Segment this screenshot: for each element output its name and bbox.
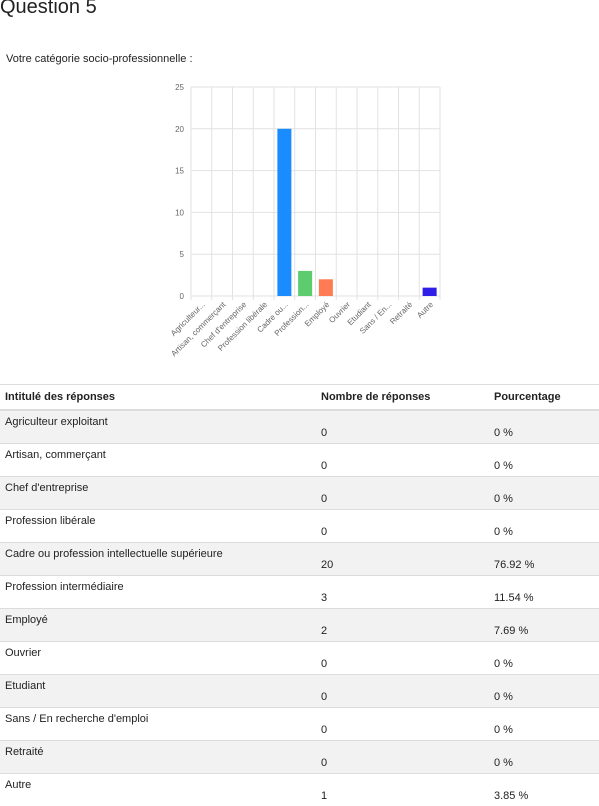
table-row: Autre 1 3.85 % <box>0 772 599 806</box>
row-count: 0 <box>316 409 489 443</box>
row-percent: 0 % <box>489 409 599 443</box>
bar <box>422 287 437 296</box>
row-label: Agriculteur exploitant <box>0 409 316 443</box>
x-tick-label: Retraité <box>388 300 415 327</box>
row-percent: 11.54 % <box>489 574 599 608</box>
row-percent: 0 % <box>489 475 599 509</box>
table-row: Agriculteur exploitant 0 0 % <box>0 409 599 443</box>
y-tick-label: 15 <box>175 167 184 176</box>
row-count: 20 <box>316 541 489 575</box>
row-percent: 76.92 % <box>489 541 599 575</box>
row-count: 0 <box>316 508 489 542</box>
row-label: Profession libérale <box>0 508 316 542</box>
row-count: 3 <box>316 574 489 608</box>
row-label: Artisan, commerçant <box>0 442 316 476</box>
header-count: Nombre de réponses <box>316 384 489 411</box>
table-row: Artisan, commerçant 0 0 % <box>0 442 599 476</box>
table-row: Profession libérale 0 0 % <box>0 508 599 542</box>
row-percent: 0 % <box>489 706 599 740</box>
y-tick-label: 0 <box>180 292 185 301</box>
table-row: Etudiant 0 0 % <box>0 673 599 707</box>
table-row: Cadre ou profession intellectuelle supér… <box>0 541 599 575</box>
y-tick-label: 20 <box>175 125 184 134</box>
row-count: 0 <box>316 475 489 509</box>
row-percent: 3.85 % <box>489 772 599 806</box>
table-row: Employé 2 7.69 % <box>0 607 599 641</box>
y-tick-label: 25 <box>175 83 184 92</box>
row-label: Retraité <box>0 739 316 773</box>
table-row: Ouvrier 0 0 % <box>0 640 599 674</box>
row-count: 1 <box>316 772 489 806</box>
table-row: Sans / En recherche d'emploi 0 0 % <box>0 706 599 740</box>
row-count: 0 <box>316 706 489 740</box>
row-label: Cadre ou profession intellectuelle supér… <box>0 541 316 575</box>
row-label: Chef d'entreprise <box>0 475 316 509</box>
table-row: Profession intermédiaire 3 11.54 % <box>0 574 599 608</box>
row-label: Profession intermédiaire <box>0 574 316 608</box>
header-percent: Pourcentage <box>489 384 599 411</box>
question-title: Question 5 <box>0 0 97 18</box>
x-tick-label: Autre <box>415 300 435 320</box>
row-count: 2 <box>316 607 489 641</box>
table-row: Chef d'entreprise 0 0 % <box>0 475 599 509</box>
row-label: Sans / En recherche d'emploi <box>0 706 316 740</box>
row-count: 0 <box>316 442 489 476</box>
row-percent: 0 % <box>489 739 599 773</box>
row-count: 0 <box>316 640 489 674</box>
bar <box>277 128 292 296</box>
row-label: Etudiant <box>0 673 316 707</box>
question-subtitle: Votre catégorie socio-professionnelle : <box>6 53 193 65</box>
bar <box>318 279 333 296</box>
table-row: Retraité 0 0 % <box>0 739 599 773</box>
responses-table: Intitulé des réponses Nombre de réponses… <box>0 384 599 806</box>
row-count: 0 <box>316 739 489 773</box>
table-header-row: Intitulé des réponses Nombre de réponses… <box>0 384 599 411</box>
row-percent: 0 % <box>489 442 599 476</box>
y-tick-label: 5 <box>180 250 185 259</box>
row-percent: 0 % <box>489 673 599 707</box>
row-percent: 0 % <box>489 508 599 542</box>
row-label: Ouvrier <box>0 640 316 674</box>
row-percent: 7.69 % <box>489 607 599 641</box>
row-count: 0 <box>316 673 489 707</box>
row-label: Autre <box>0 772 316 806</box>
row-label: Employé <box>0 607 316 641</box>
row-percent: 0 % <box>489 640 599 674</box>
header-label: Intitulé des réponses <box>0 384 316 411</box>
y-tick-label: 10 <box>175 208 184 217</box>
bar <box>298 270 313 296</box>
